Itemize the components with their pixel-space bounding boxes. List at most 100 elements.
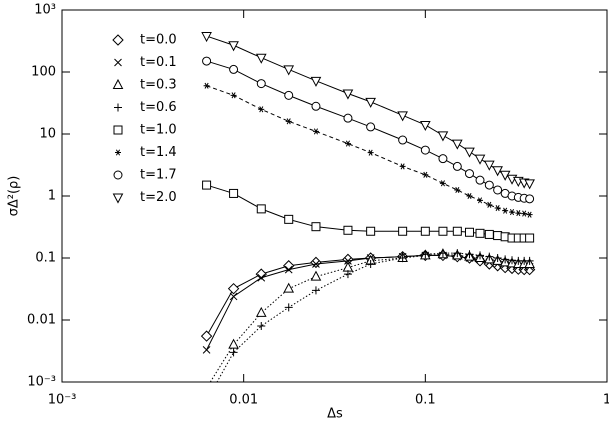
plot-area <box>200 32 536 405</box>
marker <box>342 89 354 100</box>
marker <box>508 256 517 265</box>
marker <box>311 286 320 295</box>
marker <box>509 209 516 216</box>
legend-label: t=0.6 <box>140 100 177 115</box>
marker <box>492 166 503 177</box>
series-line <box>206 85 530 216</box>
marker <box>227 282 240 295</box>
marker <box>200 330 213 342</box>
marker <box>284 303 293 312</box>
marker <box>521 210 528 217</box>
marker <box>311 222 321 232</box>
marker <box>228 338 239 349</box>
marker <box>206 381 207 382</box>
marker <box>229 64 239 74</box>
legend-marker <box>114 58 122 67</box>
x-tick-label: 1 <box>603 393 609 408</box>
marker <box>484 180 494 190</box>
marker <box>284 214 294 224</box>
marker <box>525 256 534 265</box>
marker <box>366 226 376 236</box>
marker <box>343 225 353 235</box>
marker <box>493 254 502 262</box>
marker <box>203 397 211 405</box>
marker <box>464 227 474 237</box>
marker <box>202 345 211 354</box>
marker <box>484 229 494 239</box>
x-axis-label: Δs <box>327 407 343 422</box>
marker <box>515 210 522 217</box>
marker <box>476 251 485 260</box>
marker <box>526 211 533 218</box>
x-tick-label: 10⁻³ <box>48 393 77 408</box>
y-tick-label: 10³ <box>34 3 56 18</box>
marker <box>465 250 474 259</box>
marker <box>257 322 266 331</box>
marker <box>437 131 449 142</box>
marker <box>398 226 408 236</box>
legend-marker <box>115 149 121 156</box>
marker <box>343 270 352 279</box>
marker <box>422 171 429 178</box>
marker <box>257 273 266 282</box>
legend-marker <box>112 193 124 204</box>
marker <box>452 226 462 236</box>
marker <box>524 179 535 190</box>
marker <box>283 282 295 293</box>
marker <box>255 53 267 64</box>
marker <box>525 194 535 204</box>
marker <box>525 233 535 243</box>
marker <box>502 207 509 214</box>
marker <box>420 145 430 155</box>
y-axis-label: σΔ²(ρ) <box>7 176 22 217</box>
marker <box>451 139 463 150</box>
marker <box>453 249 462 258</box>
y-tick-label: 0.1 <box>35 251 56 266</box>
marker <box>398 254 407 262</box>
legend-label: t=1.4 <box>140 145 177 160</box>
legend-label: t=0.3 <box>140 78 177 93</box>
marker <box>494 204 501 212</box>
marker <box>438 226 448 236</box>
legend-label: t=1.7 <box>140 168 177 183</box>
marker <box>310 256 322 269</box>
marker <box>202 56 212 66</box>
marker <box>256 79 266 89</box>
marker <box>452 161 462 171</box>
series-line <box>209 253 530 382</box>
marker <box>438 249 447 258</box>
marker <box>229 348 238 357</box>
marker <box>344 256 352 265</box>
marker <box>501 255 510 264</box>
marker <box>311 101 321 111</box>
legend-marker <box>114 103 122 112</box>
marker <box>366 122 376 132</box>
marker <box>421 250 430 259</box>
marker <box>283 65 295 76</box>
series-line <box>206 254 530 351</box>
marker <box>366 260 375 269</box>
marker <box>420 226 430 236</box>
marker <box>312 260 320 268</box>
marker <box>438 154 448 164</box>
marker <box>454 186 461 194</box>
marker <box>475 228 485 238</box>
marker <box>439 180 446 187</box>
y-tick-label: 0.01 <box>27 313 56 328</box>
marker <box>229 188 239 198</box>
marker <box>310 270 322 281</box>
marker <box>483 160 495 171</box>
legend-marker <box>113 170 123 180</box>
marker <box>256 204 266 214</box>
marker <box>485 252 494 261</box>
y-tick-label: 10⁻³ <box>27 375 56 390</box>
legend-label: t=0.0 <box>140 33 177 48</box>
marker <box>493 231 503 241</box>
x-tick-label: 0.1 <box>415 393 436 408</box>
marker <box>466 192 473 200</box>
legend-label: t=2.0 <box>140 190 177 205</box>
marker <box>477 197 484 204</box>
marker <box>474 154 486 165</box>
marker <box>229 292 238 301</box>
marker <box>464 169 474 179</box>
